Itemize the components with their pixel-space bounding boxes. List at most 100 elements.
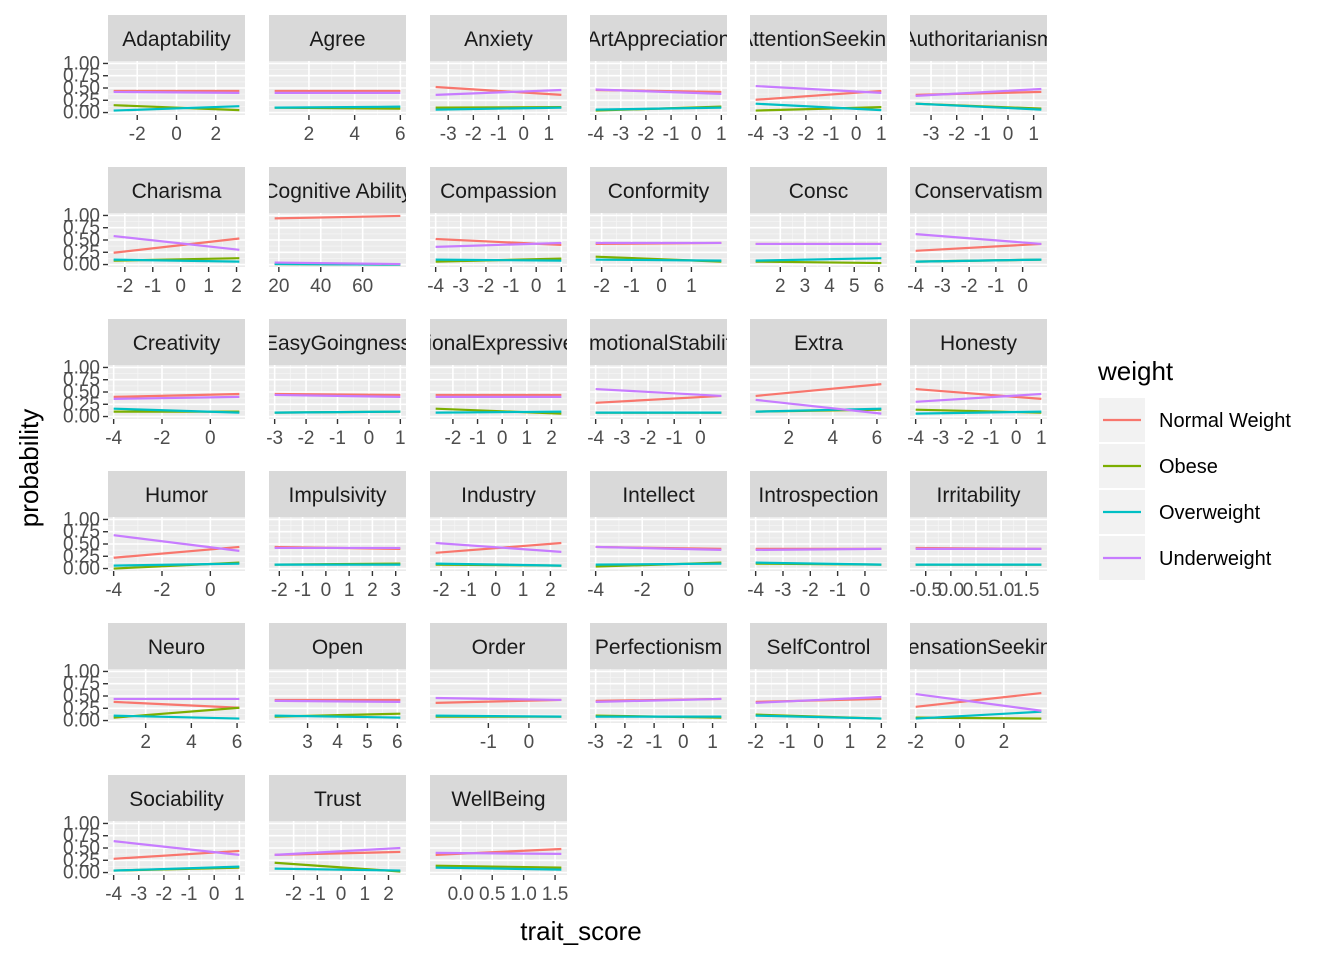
series-line-normal-weight bbox=[595, 394, 722, 404]
series-line-underweight bbox=[915, 233, 1042, 246]
facet-charisma: Charisma 0.000.250.500.751.00 -2 -1 0 1 2 bbox=[63, 167, 245, 297]
series-line-underweight bbox=[915, 87, 1042, 97]
series-line-overweight bbox=[435, 258, 562, 262]
series-line-underweight bbox=[113, 234, 240, 251]
x-tick-label: -2 bbox=[129, 124, 146, 145]
legend-label: Obese bbox=[1159, 456, 1218, 478]
x-tick-label: -2 bbox=[444, 428, 461, 449]
x-tick-label: -1 bbox=[987, 276, 1004, 297]
series-line-underweight bbox=[274, 261, 401, 266]
facet-easygoingness: EasyGoingness -3 -2 -1 0 1 bbox=[266, 319, 406, 449]
x-tick-label: -2 bbox=[961, 276, 978, 297]
facet-title: Neuro bbox=[148, 636, 205, 659]
series-line-overweight bbox=[435, 410, 562, 414]
facet-neuro: Neuro 0.000.250.500.751.00 2 4 6 bbox=[63, 623, 245, 753]
series-line-normal-weight bbox=[274, 392, 401, 397]
facet-strip bbox=[910, 319, 1047, 365]
x-tick-label: 0.0 bbox=[938, 580, 964, 601]
series-line-overweight bbox=[435, 714, 562, 718]
facet-introspection: Introspection -4 -3 -2 -1 0 bbox=[747, 471, 887, 601]
series-line-underweight bbox=[915, 392, 1042, 403]
facet-artappreciation: ArtAppreciation -4 -3 -2 -1 0 1 bbox=[587, 15, 727, 145]
facet-title: Adaptability bbox=[122, 28, 231, 51]
x-tick-label: 1 bbox=[522, 428, 533, 449]
x-tick-label: 2 bbox=[546, 428, 557, 449]
facet-strip bbox=[108, 15, 245, 61]
x-tick-label: -3 bbox=[934, 276, 951, 297]
series-line-normal-weight bbox=[915, 242, 1042, 252]
facet-title: EmotionalExpressiveness bbox=[378, 332, 618, 355]
facet-strip bbox=[108, 319, 245, 365]
y-tick-label: 1.00 bbox=[63, 53, 100, 74]
x-tick-label: -2 bbox=[477, 276, 494, 297]
series-line-overweight bbox=[113, 258, 240, 263]
x-tick-label: 1 bbox=[203, 276, 214, 297]
facet-agree: Agree 2 4 6 bbox=[269, 15, 406, 145]
x-tick-label: 0 bbox=[1011, 428, 1022, 449]
x-tick-label: 1 bbox=[845, 732, 856, 753]
series-line-overweight bbox=[915, 710, 1042, 720]
facet-title: Trust bbox=[314, 788, 361, 811]
facet-title: Open bbox=[312, 636, 363, 659]
x-tick-label: -2 bbox=[616, 732, 633, 753]
facet-strip bbox=[430, 775, 567, 821]
x-tick-label: -3 bbox=[612, 124, 629, 145]
x-tick-label: -3 bbox=[775, 580, 792, 601]
x-tick-label: 6 bbox=[872, 428, 883, 449]
y-tick-label: 0.75 bbox=[63, 826, 100, 847]
facet-anxiety: Anxiety -3 -2 -1 0 1 bbox=[430, 15, 567, 145]
series-line-underweight bbox=[595, 387, 722, 398]
y-tick-label: 0.00 bbox=[63, 255, 100, 276]
series-line-overweight bbox=[113, 407, 240, 414]
x-tick-label: 0 bbox=[678, 732, 689, 753]
x-tick-label: 0.5 bbox=[479, 884, 505, 905]
facet-title: Conservatism bbox=[914, 180, 1042, 203]
facet-strip bbox=[590, 471, 727, 517]
series-line-underweight bbox=[915, 692, 1042, 712]
x-tick-label: -1 bbox=[503, 276, 520, 297]
x-tick-label: -2 bbox=[116, 276, 133, 297]
facet-strip bbox=[108, 775, 245, 821]
legend-item-overweight: Overweight bbox=[1099, 490, 1261, 534]
facet-industry: Industry -2 -1 0 1 2 bbox=[430, 471, 567, 601]
y-tick-label: 0.25 bbox=[63, 698, 100, 719]
facet-sociability: Sociability 0.000.250.500.751.00 -4 -3 -2 -1 0… bbox=[63, 775, 245, 905]
x-tick-label: 6 bbox=[395, 124, 406, 145]
x-tick-label: 0 bbox=[321, 580, 332, 601]
facet-title: Industry bbox=[461, 484, 536, 507]
facet-title: Perfectionism bbox=[595, 636, 722, 659]
facet-consc: Consc 2 3 4 5 6 bbox=[750, 167, 887, 297]
x-tick-label: 60 bbox=[352, 276, 373, 297]
series-line-underweight bbox=[274, 846, 401, 856]
legend-item-normal-weight: Normal Weight bbox=[1099, 398, 1291, 442]
y-tick-label: 0.25 bbox=[63, 90, 100, 111]
series-line-overweight bbox=[113, 865, 240, 872]
x-tick-label: -0.5 bbox=[909, 580, 942, 601]
x-tick-label: 2 bbox=[140, 732, 151, 753]
legend-label: Overweight bbox=[1159, 502, 1261, 524]
y-tick-label: 0.00 bbox=[63, 559, 100, 580]
x-tick-label: -2 bbox=[271, 580, 288, 601]
y-tick-label: 0.50 bbox=[63, 78, 100, 99]
facet-strip bbox=[430, 319, 567, 365]
facet-title: Anxiety bbox=[464, 28, 533, 51]
facet-strip bbox=[269, 623, 406, 669]
y-tick-label: 0.00 bbox=[63, 711, 100, 732]
facet-strip bbox=[910, 15, 1047, 61]
y-tick-label: 0.75 bbox=[63, 66, 100, 87]
x-tick-label: 2 bbox=[999, 732, 1010, 753]
x-tick-label: 4 bbox=[349, 124, 360, 145]
y-tick-label: 1.00 bbox=[63, 357, 100, 378]
facet-strip bbox=[269, 167, 406, 213]
series-line-normal-weight bbox=[915, 387, 1042, 400]
y-tick-label: 0.50 bbox=[63, 686, 100, 707]
x-tick-label: -2 bbox=[285, 884, 302, 905]
series-line-obese bbox=[755, 106, 882, 112]
x-tick-label: -3 bbox=[772, 124, 789, 145]
x-tick-label: -1 bbox=[460, 580, 477, 601]
x-tick-label: 4 bbox=[186, 732, 197, 753]
facet-trust: Trust -2 -1 0 1 2 bbox=[269, 775, 406, 905]
x-tick-label: 1 bbox=[543, 124, 554, 145]
x-tick-label: 40 bbox=[310, 276, 331, 297]
